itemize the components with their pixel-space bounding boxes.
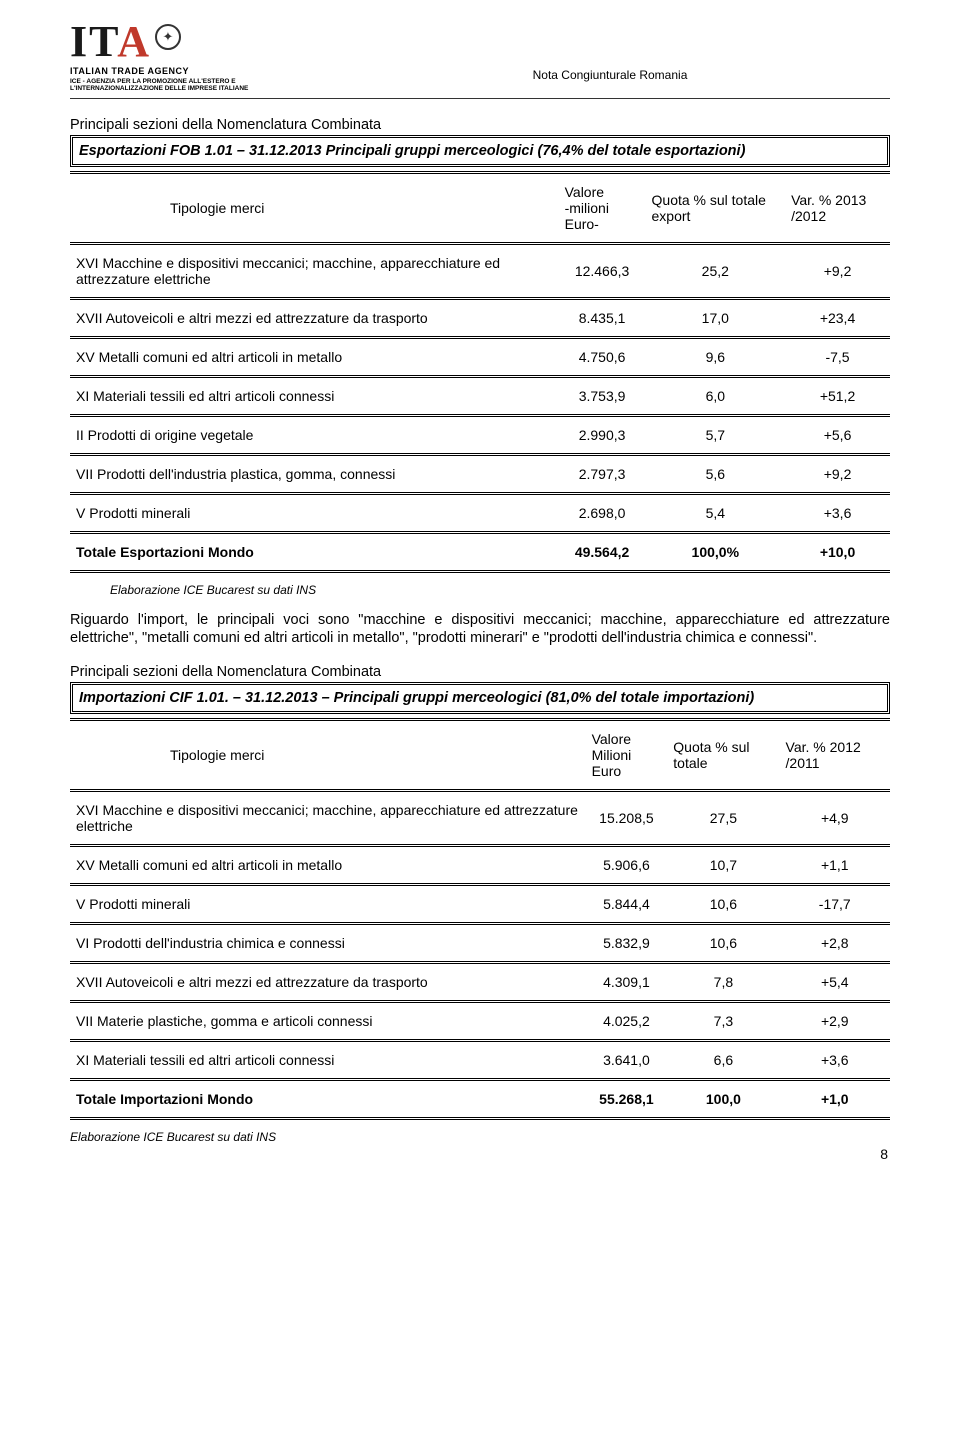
table-row: XI Materiali tessili ed altri articoli c… — [70, 1040, 890, 1079]
document-title: Nota Congiunturale Romania — [330, 20, 890, 82]
logo-text: ITA — [70, 20, 151, 64]
logo-it: IT — [70, 17, 117, 66]
col-header: Quota % sul totale — [667, 719, 779, 790]
section1-subheading: Esportazioni FOB 1.01 – 31.12.2013 Princ… — [79, 143, 745, 159]
section2-subheading: Importazioni CIF 1.01. – 31.12.2013 – Pr… — [79, 690, 754, 706]
section2-subheading-box: Importazioni CIF 1.01. – 31.12.2013 – Pr… — [70, 682, 890, 714]
section1-heading: Principali sezioni della Nomenclatura Co… — [70, 117, 890, 133]
table-row: V Prodotti minerali5.844,410,6-17,7 — [70, 884, 890, 923]
table-row: XVII Autoveicoli e altri mezzi ed attrez… — [70, 299, 890, 338]
col-header: Valore Milioni Euro — [586, 719, 668, 790]
col-header: Valore -milioni Euro- — [559, 173, 646, 244]
table-row: XV Metalli comuni ed altri articoli in m… — [70, 338, 890, 377]
table-header-row: Tipologie merci Valore Milioni Euro Quot… — [70, 719, 890, 790]
agency-subtitle: ICE - AGENZIA PER LA PROMOZIONE ALL'ESTE… — [70, 78, 330, 92]
table-total-row: Totale Esportazioni Mondo49.564,2100,0%+… — [70, 533, 890, 572]
logo-block: ITA ✦ ITALIAN TRADE AGENCY ICE - AGENZIA… — [70, 20, 330, 92]
page-number: 8 — [880, 1146, 888, 1162]
table-row: VII Materie plastiche, gomma e articoli … — [70, 1001, 890, 1040]
section2-footnote: Elaborazione ICE Bucarest su dati INS — [70, 1130, 890, 1144]
section1-footnote: Elaborazione ICE Bucarest su dati INS — [110, 583, 890, 597]
import-table: Tipologie merci Valore Milioni Euro Quot… — [70, 718, 890, 1120]
table-row: VI Prodotti dell'industria chimica e con… — [70, 923, 890, 962]
col-header: Quota % sul totale export — [646, 173, 786, 244]
body-paragraph: Riguardo l'import, le principali voci so… — [70, 611, 890, 647]
table-row: VII Prodotti dell'industria plastica, go… — [70, 455, 890, 494]
table-header-row: Tipologie merci Valore -milioni Euro- Qu… — [70, 173, 890, 244]
col-header: Var. % 2012 /2011 — [780, 719, 890, 790]
col-header: Tipologie merci — [70, 719, 586, 790]
table-row: XVI Macchine e dispositivi meccanici; ma… — [70, 244, 890, 299]
page-header: ITA ✦ ITALIAN TRADE AGENCY ICE - AGENZIA… — [70, 20, 890, 99]
col-header: Var. % 2013 /2012 — [785, 173, 890, 244]
section1-subheading-box: Esportazioni FOB 1.01 – 31.12.2013 Princ… — [70, 135, 890, 167]
table-total-row: Totale Importazioni Mondo55.268,1100,0+1… — [70, 1079, 890, 1118]
table-row: XVI Macchine e dispositivi meccanici; ma… — [70, 790, 890, 845]
section2-heading: Principali sezioni della Nomenclatura Co… — [70, 664, 890, 680]
table-row: XVII Autoveicoli e altri mezzi ed attrez… — [70, 962, 890, 1001]
table-row: XI Materiali tessili ed altri articoli c… — [70, 377, 890, 416]
table-row: XV Metalli comuni ed altri articoli in m… — [70, 845, 890, 884]
col-header: Tipologie merci — [70, 173, 559, 244]
table-row: II Prodotti di origine vegetale2.990,35,… — [70, 416, 890, 455]
logo-a: A — [117, 17, 151, 66]
export-table: Tipologie merci Valore -milioni Euro- Qu… — [70, 171, 890, 573]
table-row: V Prodotti minerali2.698,05,4+3,6 — [70, 494, 890, 533]
agency-title: ITALIAN TRADE AGENCY — [70, 66, 330, 76]
logo-ring-icon: ✦ — [155, 24, 181, 50]
